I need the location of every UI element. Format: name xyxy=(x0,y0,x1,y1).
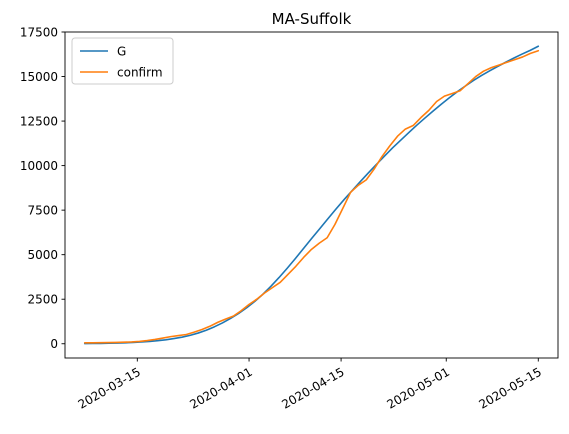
y-tick-label: 17500 xyxy=(20,26,58,40)
y-tick-label: 15000 xyxy=(20,70,58,84)
series-line-confirm xyxy=(83,49,540,344)
legend-label: confirm xyxy=(117,66,163,80)
y-tick-label: 10000 xyxy=(20,159,58,173)
y-tick-label: 5000 xyxy=(27,248,58,262)
chart-title: MA-Suffolk xyxy=(272,10,352,28)
y-tick-label: 7500 xyxy=(27,204,58,218)
plot-frame xyxy=(64,31,559,359)
y-tick-label: 12500 xyxy=(20,115,58,129)
y-tick-label: 0 xyxy=(50,337,58,351)
y-axis: 0 2500 5000 7500 10000 12500 15000 17500 xyxy=(20,26,65,351)
series-layer xyxy=(83,45,540,345)
legend-label: G xyxy=(117,45,126,59)
y-tick-label: 2500 xyxy=(27,293,58,307)
